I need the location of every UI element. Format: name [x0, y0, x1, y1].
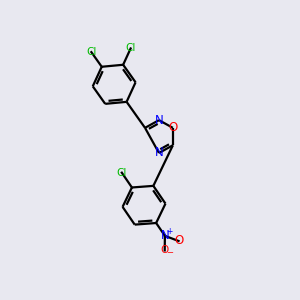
Text: −: −: [166, 248, 173, 257]
Text: +: +: [166, 226, 172, 236]
Text: N: N: [160, 229, 169, 242]
Text: Cl: Cl: [86, 47, 97, 57]
Text: N: N: [154, 114, 163, 127]
Text: O: O: [168, 122, 178, 134]
Text: Cl: Cl: [117, 168, 127, 178]
Text: O: O: [160, 245, 169, 255]
Text: N: N: [154, 146, 163, 160]
Text: O: O: [174, 235, 183, 248]
Text: Cl: Cl: [125, 44, 136, 53]
